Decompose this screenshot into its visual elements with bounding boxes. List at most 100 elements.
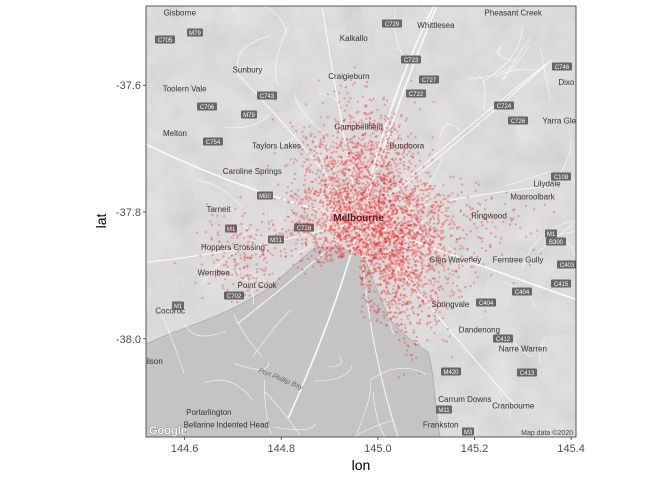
- data-point: [303, 208, 306, 211]
- data-point: [389, 292, 392, 296]
- data-point: [322, 174, 325, 177]
- data-point: [298, 221, 301, 224]
- data-point: [451, 282, 455, 285]
- data-point: [433, 207, 436, 211]
- data-point: [369, 319, 372, 322]
- data-point: [431, 203, 434, 206]
- data-point: [352, 237, 355, 240]
- data-point: [322, 136, 325, 140]
- data-point: [463, 237, 466, 240]
- data-point: [401, 255, 405, 259]
- data-point: [364, 189, 367, 192]
- data-point: [347, 226, 350, 230]
- road-shield: C754: [203, 137, 223, 146]
- data-point: [412, 209, 415, 212]
- data-point: [339, 235, 342, 238]
- data-point: [379, 208, 382, 212]
- data-point: [412, 252, 416, 255]
- data-point: [419, 291, 422, 294]
- data-point: [325, 195, 328, 198]
- data-point: [391, 315, 395, 318]
- data-point: [338, 169, 342, 173]
- minor-road: [502, 38, 531, 82]
- data-point: [401, 254, 404, 258]
- data-point: [432, 204, 435, 207]
- data-point: [536, 229, 539, 232]
- data-point: [338, 227, 341, 230]
- data-point: [406, 281, 409, 285]
- data-point: [461, 183, 464, 186]
- data-point: [346, 183, 349, 186]
- data-point: [337, 101, 340, 104]
- data-point: [393, 250, 396, 253]
- data-point: [330, 257, 333, 261]
- data-point: [429, 175, 432, 178]
- data-point: [363, 156, 366, 160]
- data-point: [379, 230, 382, 234]
- data-point: [233, 267, 236, 271]
- data-point: [258, 284, 261, 287]
- data-point: [405, 241, 408, 245]
- data-point: [399, 207, 403, 211]
- data-point: [412, 312, 416, 316]
- data-point: [417, 246, 421, 249]
- data-point: [366, 211, 369, 214]
- data-point: [393, 255, 397, 258]
- data-point: [234, 252, 238, 256]
- data-point: [338, 204, 341, 208]
- data-point: [395, 331, 398, 334]
- data-point: [301, 238, 304, 241]
- data-point: [359, 218, 362, 221]
- data-point: [403, 239, 406, 242]
- data-point: [420, 310, 424, 313]
- data-point: [381, 231, 384, 235]
- data-point: [441, 262, 445, 265]
- data-point: [273, 198, 276, 201]
- place-label: Yarra Glen: [542, 116, 580, 125]
- data-point: [375, 213, 379, 216]
- data-point: [385, 205, 388, 209]
- data-point: [319, 138, 323, 141]
- data-point: [340, 129, 344, 132]
- data-point: [375, 253, 378, 256]
- data-point: [393, 175, 396, 178]
- data-point: [363, 197, 366, 200]
- data-point: [263, 269, 267, 272]
- data-point: [372, 217, 375, 220]
- data-point: [396, 197, 399, 200]
- data-point: [404, 271, 408, 274]
- data-point: [393, 192, 396, 196]
- data-point: [353, 211, 356, 214]
- data-point: [353, 199, 357, 203]
- data-point: [307, 197, 310, 200]
- data-point: [370, 146, 373, 149]
- data-point: [397, 233, 400, 236]
- data-point: [443, 249, 446, 253]
- data-point: [481, 224, 484, 227]
- data-point: [305, 221, 308, 225]
- data-point: [391, 252, 394, 256]
- data-point: [314, 178, 317, 181]
- data-point: [416, 199, 419, 202]
- data-point: [423, 234, 426, 238]
- data-point: [384, 255, 388, 258]
- data-point: [337, 232, 341, 235]
- data-point: [331, 159, 334, 162]
- data-point: [399, 189, 403, 192]
- data-point: [416, 180, 420, 183]
- data-point: [393, 311, 396, 314]
- road: [359, 185, 558, 222]
- data-point: [375, 224, 379, 228]
- data-point: [392, 211, 395, 214]
- data-point: [407, 284, 410, 287]
- data-point: [382, 161, 386, 164]
- data-point: [363, 242, 367, 245]
- data-point: [245, 247, 248, 250]
- data-point: [394, 197, 397, 201]
- data-point: [366, 296, 370, 299]
- data-point: [408, 143, 411, 146]
- data-point: [333, 214, 336, 218]
- data-point: [339, 191, 343, 194]
- data-point: [381, 241, 384, 244]
- data-point: [450, 356, 454, 359]
